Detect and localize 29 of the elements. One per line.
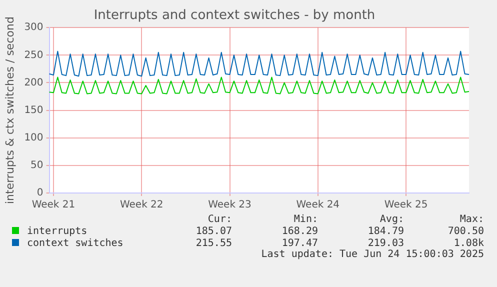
text: 168.29 bbox=[280, 226, 318, 237]
text: 185.07 bbox=[194, 226, 232, 237]
text: Cur: bbox=[206, 214, 232, 225]
y-tick-label: 50 bbox=[30, 160, 44, 172]
legend-label: context switches bbox=[26, 238, 124, 249]
text: 215.55 bbox=[194, 238, 232, 249]
y-tick-label: 0 bbox=[36, 188, 44, 199]
legend-label: interrupts bbox=[26, 226, 88, 237]
y-axis-title: interrupts & ctx switches / second bbox=[3, 16, 16, 204]
text: 184.79 bbox=[366, 226, 404, 237]
y-tick-label: 100 bbox=[24, 132, 44, 144]
y-tick-label: 250 bbox=[24, 50, 44, 61]
text: 219.03 bbox=[366, 238, 404, 249]
chart-title: Interrupts and context switches - by month bbox=[94, 8, 376, 24]
text: Max: bbox=[458, 214, 484, 225]
text: 1.08k bbox=[452, 238, 484, 249]
text: Min: bbox=[292, 214, 318, 225]
y-tick-label: 300 bbox=[24, 22, 44, 34]
text: Last update: Tue Jun 24 15:00:03 2025 bbox=[260, 249, 484, 260]
text: 700.50 bbox=[446, 226, 484, 237]
text: Avg: bbox=[378, 214, 404, 225]
x-tick-label: Week 25 bbox=[384, 200, 428, 211]
x-tick-label: Week 22 bbox=[120, 200, 164, 211]
y-tick-label: 200 bbox=[24, 77, 44, 88]
x-tick-label: Week 24 bbox=[296, 200, 340, 211]
y-tick-label: 150 bbox=[24, 104, 44, 116]
x-tick-label: Week 23 bbox=[208, 200, 252, 211]
x-tick-label: Week 21 bbox=[32, 200, 76, 211]
text: 197.47 bbox=[280, 238, 318, 249]
